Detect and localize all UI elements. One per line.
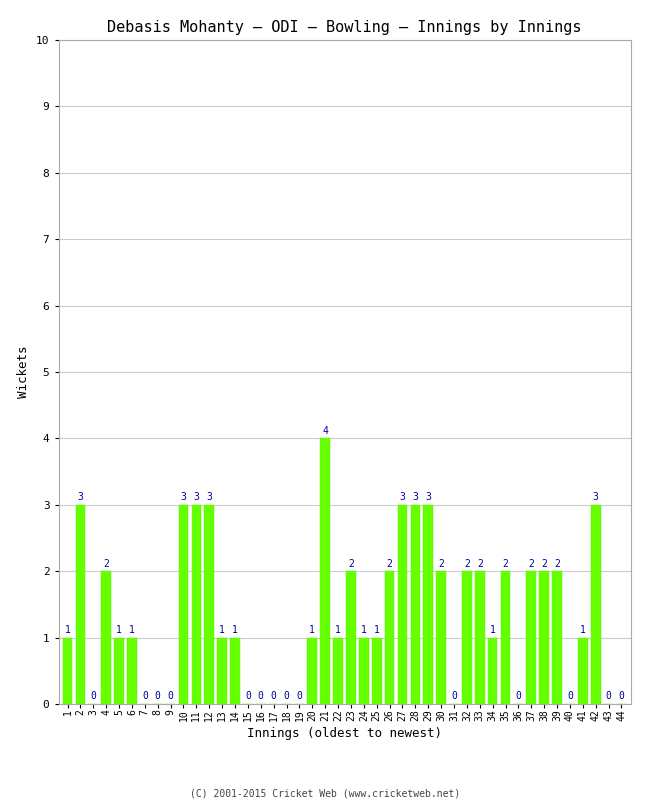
Text: 3: 3 (206, 492, 212, 502)
Text: 0: 0 (619, 691, 625, 702)
Text: 1: 1 (129, 625, 135, 635)
Bar (540, 571, 549, 704)
Text: 3: 3 (425, 492, 431, 502)
Text: 1: 1 (64, 625, 70, 635)
Text: 1: 1 (335, 625, 341, 635)
Bar (307, 638, 317, 704)
Text: 1: 1 (361, 625, 367, 635)
Text: 0: 0 (567, 691, 573, 702)
Bar (75, 505, 85, 704)
Text: 1: 1 (219, 625, 225, 635)
Text: 0: 0 (142, 691, 148, 702)
Text: 2: 2 (528, 558, 534, 569)
X-axis label: Innings (oldest to newest): Innings (oldest to newest) (247, 727, 442, 740)
Text: 2: 2 (103, 558, 109, 569)
Text: 2: 2 (541, 558, 547, 569)
Text: 2: 2 (502, 558, 508, 569)
Bar (372, 638, 382, 704)
Bar (217, 638, 227, 704)
Text: 2: 2 (438, 558, 444, 569)
Bar (411, 505, 420, 704)
Bar (423, 505, 433, 704)
Y-axis label: Wickets: Wickets (18, 346, 31, 398)
Text: (C) 2001-2015 Cricket Web (www.cricketweb.net): (C) 2001-2015 Cricket Web (www.cricketwe… (190, 788, 460, 798)
Text: 0: 0 (168, 691, 174, 702)
Text: 3: 3 (181, 492, 187, 502)
Text: 1: 1 (489, 625, 495, 635)
Text: 3: 3 (194, 492, 200, 502)
Text: 3: 3 (412, 492, 419, 502)
Text: 0: 0 (270, 691, 277, 702)
Bar (333, 638, 343, 704)
Text: 1: 1 (580, 625, 586, 635)
Bar (475, 571, 485, 704)
Text: 3: 3 (77, 492, 83, 502)
Text: 4: 4 (322, 426, 328, 436)
Text: 0: 0 (515, 691, 521, 702)
Text: 2: 2 (348, 558, 354, 569)
Text: 1: 1 (116, 625, 122, 635)
Bar (526, 571, 536, 704)
Bar (462, 571, 472, 704)
Bar (320, 438, 330, 704)
Bar (578, 638, 588, 704)
Bar (359, 638, 369, 704)
Text: 0: 0 (283, 691, 289, 702)
Text: 0: 0 (451, 691, 457, 702)
Text: 2: 2 (554, 558, 560, 569)
Bar (204, 505, 214, 704)
Text: 0: 0 (258, 691, 264, 702)
Bar (114, 638, 124, 704)
Bar (488, 638, 497, 704)
Text: 0: 0 (296, 691, 302, 702)
Text: 0: 0 (606, 691, 612, 702)
Text: 0: 0 (245, 691, 251, 702)
Bar (127, 638, 136, 704)
Bar (591, 505, 601, 704)
Text: 0: 0 (90, 691, 96, 702)
Bar (398, 505, 408, 704)
Text: 1: 1 (309, 625, 315, 635)
Text: 3: 3 (400, 492, 406, 502)
Text: 1: 1 (374, 625, 380, 635)
Text: 3: 3 (593, 492, 599, 502)
Bar (500, 571, 510, 704)
Text: 2: 2 (477, 558, 483, 569)
Bar (436, 571, 446, 704)
Bar (552, 571, 562, 704)
Bar (385, 571, 395, 704)
Bar (230, 638, 240, 704)
Bar (101, 571, 111, 704)
Text: 2: 2 (464, 558, 470, 569)
Text: 2: 2 (387, 558, 393, 569)
Bar (179, 505, 188, 704)
Text: 0: 0 (155, 691, 161, 702)
Text: 1: 1 (232, 625, 238, 635)
Bar (192, 505, 202, 704)
Bar (346, 571, 356, 704)
Title: Debasis Mohanty – ODI – Bowling – Innings by Innings: Debasis Mohanty – ODI – Bowling – Inning… (107, 20, 582, 34)
Bar (62, 638, 72, 704)
